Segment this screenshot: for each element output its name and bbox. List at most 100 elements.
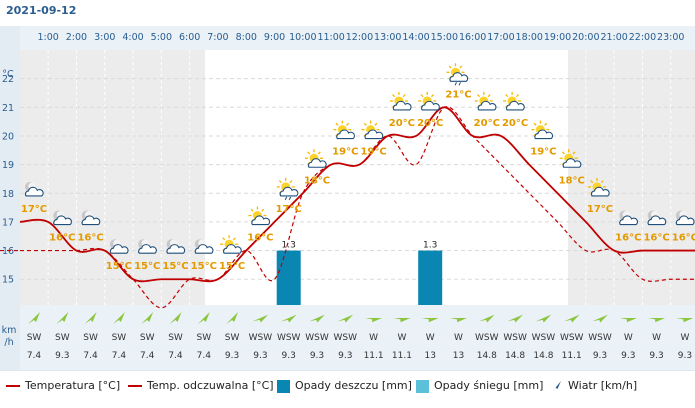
wind-speed: 9.3: [338, 351, 352, 361]
hour-label: 4:00: [122, 32, 143, 43]
wind-arrow-icon: [550, 380, 563, 393]
y-tick-label: 17: [2, 217, 14, 228]
wind-unit-label: /h: [4, 337, 13, 348]
temperature-point-label: 15°C: [134, 261, 160, 272]
temperature-point-label: 19°C: [360, 147, 386, 158]
moon-cloud-icon: [138, 239, 157, 254]
sun-cloud-icon: [305, 149, 327, 168]
temperature-point-label: 20°C: [502, 118, 528, 129]
hour-label: 16:00: [459, 32, 486, 43]
wind-arrow-icon: [226, 312, 239, 324]
sun-cloud-rain-icon: [446, 63, 469, 86]
hour-label: 1:00: [37, 32, 58, 43]
wind-direction: WSW: [334, 333, 358, 343]
wind-arrow-icon: [197, 312, 210, 324]
sun-cloud-icon: [474, 91, 497, 111]
wind-arrow-icon: [28, 312, 40, 324]
y-tick-label: 21: [2, 103, 14, 114]
wind-speed: 7.4: [168, 351, 183, 361]
temperature-point-label: 18°C: [304, 175, 330, 186]
legend-wind: Wiatr [km/h]: [550, 379, 637, 393]
wind-arrow-icon: [252, 314, 269, 323]
wind-speed: 9.3: [55, 351, 69, 361]
hour-label: 13:00: [374, 32, 401, 43]
wind-direction: WSW: [305, 333, 329, 343]
hour-label: 15:00: [431, 32, 458, 43]
wind-direction: W: [624, 333, 633, 343]
wind-arrow-icon: [112, 312, 125, 324]
moon-cloud-icon: [81, 210, 101, 226]
temperature-point-label: 16°C: [615, 233, 641, 244]
wind-arrow-icon: [337, 314, 354, 323]
hour-label: 5:00: [151, 32, 172, 43]
wind-direction: WSW: [475, 333, 499, 343]
temperature-point-label: 16°C: [247, 233, 273, 244]
wind-arrow-icon: [535, 314, 552, 323]
wind-unit-label: km: [2, 325, 17, 336]
sun-cloud-icon: [531, 120, 554, 140]
hour-label: 3:00: [94, 32, 115, 43]
wind-row-bg: [20, 305, 695, 370]
sun-cloud-rain-icon: [276, 177, 299, 201]
wind-direction: W: [454, 333, 463, 343]
wind-speed: 13: [453, 351, 464, 361]
legend-temperature-swatch: [6, 385, 20, 387]
temperature-point-label: 16°C: [77, 233, 103, 244]
wind-speed: 7.4: [140, 351, 155, 361]
wind-speed: 9.3: [310, 351, 324, 361]
wind-direction: WSW: [277, 333, 301, 343]
wind-direction: SW: [83, 333, 98, 343]
wind-arrow-icon: [619, 318, 637, 323]
rain-bar-label: 1.3: [423, 241, 437, 251]
wind-direction: W: [680, 333, 689, 343]
y-tick-label: 16: [2, 246, 14, 257]
wind-arrow-icon: [365, 318, 383, 323]
y-tick-label: 22: [2, 74, 14, 85]
temperature-point-label: 15°C: [106, 261, 132, 272]
moon-cloud-icon: [109, 239, 129, 254]
wind-direction: WSW: [503, 333, 527, 343]
feels-like-line: [19, 106, 695, 309]
legend-snow: Opady śniegu [mm]: [416, 379, 543, 393]
wind-direction: WSW: [560, 333, 584, 343]
wind-direction: WSW: [588, 333, 612, 343]
wind-arrow-icon: [478, 314, 495, 323]
wind-arrow-icon: [507, 314, 523, 323]
legend-snow-swatch: [416, 379, 429, 393]
sun-cloud-icon: [588, 177, 610, 197]
wind-speed: 9.3: [593, 351, 607, 361]
rain-bar: [418, 250, 443, 305]
wind-direction: W: [397, 333, 406, 343]
wind-arrow-icon: [450, 318, 467, 323]
wind-direction: SW: [140, 333, 155, 343]
hour-label: 20:00: [572, 32, 599, 43]
temperature-line: [19, 106, 695, 283]
sun-cloud-icon: [361, 120, 384, 140]
wind-speed: 13: [424, 351, 435, 361]
wind-arrow-icon: [421, 318, 439, 323]
hour-label: 8:00: [236, 32, 257, 43]
temperature-point-label: 15°C: [219, 261, 245, 272]
temperature-point-label: 16°C: [643, 233, 669, 244]
wind-direction: SW: [27, 333, 42, 343]
hour-label: 10:00: [289, 32, 316, 43]
wind-speed: 11.1: [562, 351, 582, 361]
legend: Temperatura [°C] Temp. odczuwalna [°C] O…: [0, 370, 695, 401]
chart-canvas: 1:00 2:00 3:00 4:00 5:00 6:00 7:00 8:00 9:00 10:0…: [0, 26, 695, 370]
temperature-point-label: 15°C: [191, 261, 217, 272]
wind-arrow-icon: [56, 312, 69, 324]
wind-arrow-icon: [84, 312, 97, 324]
wind-direction: SW: [55, 333, 70, 343]
wind-direction: W: [426, 333, 435, 343]
legend-rain: Opady deszczu [mm]: [277, 379, 412, 393]
temperature-point-label: 17°C: [21, 204, 47, 215]
hour-label: 18:00: [516, 32, 543, 43]
wind-direction: W: [369, 333, 378, 343]
rain-bar: [276, 250, 301, 305]
wind-speed: 9.3: [621, 351, 635, 361]
hour-label: 11:00: [317, 32, 344, 43]
wind-speed: 9.3: [282, 351, 296, 361]
hour-label: 6:00: [179, 32, 200, 43]
temperature-point-label: 20°C: [417, 118, 443, 129]
wind-speed: 9.3: [678, 351, 692, 361]
